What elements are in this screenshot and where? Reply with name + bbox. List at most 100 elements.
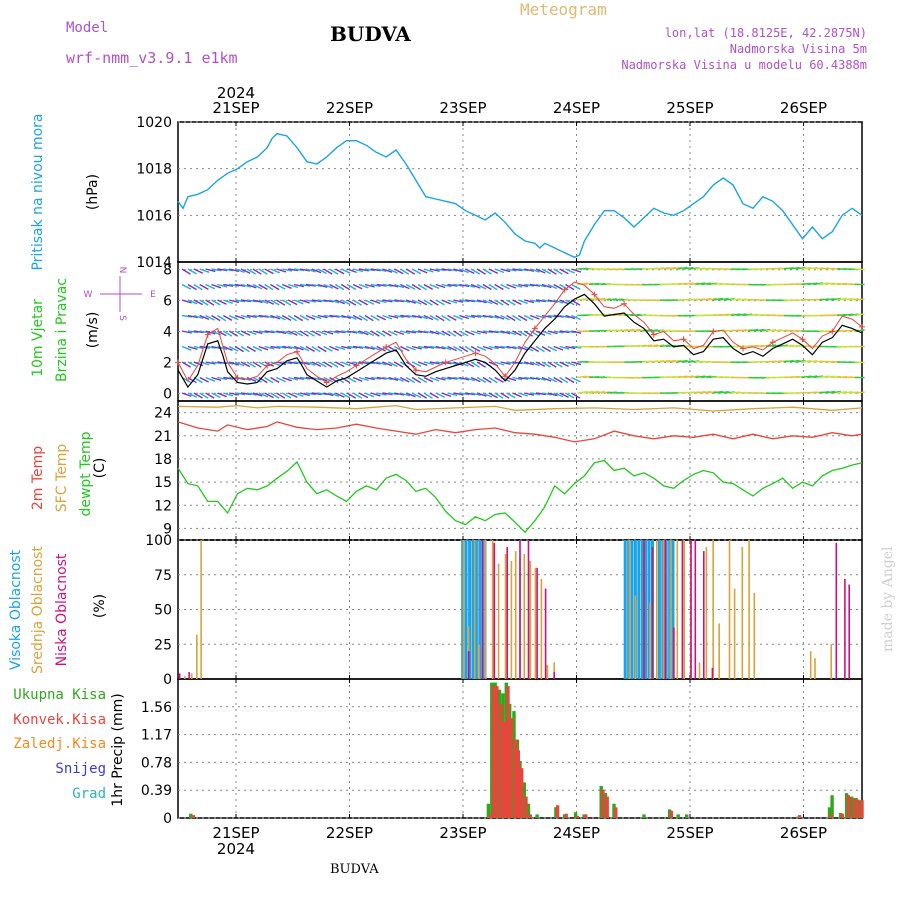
wind-arrow — [388, 299, 399, 303]
wind-arrow — [240, 345, 250, 353]
low_cloud-bar — [711, 667, 714, 679]
wind-arrow — [459, 314, 470, 320]
wind-arrow — [748, 328, 759, 332]
wind-arrow — [506, 345, 517, 350]
wind-arrow — [724, 313, 735, 317]
total_precip-bar — [612, 803, 616, 818]
wind-arrow — [352, 345, 364, 349]
convective-bar — [669, 810, 673, 818]
wind-arrow — [406, 314, 417, 318]
wind-arrow — [535, 299, 547, 303]
wind-axis-title: 10m Vjetar — [30, 299, 46, 377]
wind-arrow — [240, 361, 251, 368]
wind-arrow — [370, 283, 381, 287]
mid_cloud-bar — [733, 588, 736, 679]
mid_cloud-bar — [184, 676, 186, 679]
wind-arrow — [825, 375, 836, 379]
wind-arrow — [370, 299, 381, 305]
mid_cloud-bar — [753, 592, 756, 679]
mid_cloud-bar — [473, 540, 476, 679]
wind-arrow — [234, 268, 245, 273]
mid_cloud-bar — [741, 547, 744, 679]
wind-arrow — [305, 268, 316, 273]
wind-arrow — [470, 376, 481, 383]
wind-arrow — [352, 376, 363, 382]
wind-arrow — [819, 375, 830, 379]
wind-arrow — [417, 392, 427, 399]
wind-arrow — [518, 299, 528, 305]
convective-bar — [555, 805, 560, 818]
wind-arrow — [258, 314, 269, 318]
wind-arrow — [187, 345, 198, 350]
gust-marker — [650, 331, 657, 338]
dewpt-axis-title: dewpt Temp — [78, 431, 94, 516]
wind-arrow — [665, 266, 676, 270]
wind-arrow — [264, 299, 274, 305]
wind-arrow — [565, 376, 575, 384]
wind-arrow — [447, 283, 458, 287]
wind-arrow — [600, 298, 611, 301]
wind-arrow — [718, 313, 729, 317]
wind-arrow — [187, 361, 198, 368]
gust-marker — [175, 359, 181, 366]
mid_cloud-bar — [712, 540, 714, 679]
wind-arrow — [553, 330, 564, 334]
wind-arrow — [470, 299, 482, 303]
wind-arrow — [282, 345, 293, 349]
wind-arrow — [370, 314, 380, 322]
wind-arrow — [293, 345, 304, 351]
wind-arrow — [276, 299, 286, 306]
wind-arrow — [223, 299, 233, 304]
wind-arrow — [523, 330, 534, 337]
wind-arrow — [276, 314, 286, 321]
wind-arrow — [382, 268, 393, 273]
pressure-axis-title: Pritisak na nivou mora — [30, 113, 46, 270]
low_cloud-bar — [690, 540, 692, 679]
high_cloud-bar — [644, 540, 648, 679]
wind-arrow — [795, 359, 806, 363]
wind-arrow — [240, 299, 252, 303]
wind-arrow — [299, 299, 310, 304]
gust-marker — [293, 348, 300, 355]
gust-marker — [323, 379, 330, 386]
wind-arrow — [553, 392, 564, 398]
wind-arrow — [376, 299, 387, 304]
wind-arrow — [500, 314, 510, 321]
wind-arrow — [529, 283, 541, 287]
low_cloud-bar — [835, 542, 838, 679]
mid_cloud-bar — [491, 540, 494, 679]
wind-arrow — [535, 361, 546, 368]
wind-arrow — [288, 345, 299, 350]
wind-arrow — [217, 314, 227, 322]
wind-arrow — [211, 361, 222, 365]
wind-arrow — [323, 376, 333, 383]
wind-arrow — [807, 360, 818, 363]
wind-arrow — [659, 344, 670, 348]
wind-arrow — [577, 375, 588, 379]
wind-arrow — [588, 390, 600, 394]
wind-arrow — [193, 345, 204, 350]
wind-arrow — [258, 283, 268, 291]
high_cloud-bar — [471, 540, 475, 679]
wind-arrow — [583, 297, 594, 301]
date-tick-top: 25SEP — [666, 99, 713, 117]
wind-arrow — [264, 330, 275, 334]
temp2m-axis-title: 2m Temp — [30, 446, 46, 510]
station-title: BUDVA — [330, 22, 411, 46]
wind-arrow — [234, 345, 245, 353]
wind-arrow — [441, 268, 452, 272]
wind-arrow — [783, 359, 794, 363]
wind-arrow — [299, 392, 310, 397]
wind-arrow — [470, 330, 481, 335]
wind-arrow — [293, 376, 305, 380]
wind-arrow — [211, 345, 222, 350]
wind-arrow — [494, 314, 505, 320]
wind-arrow — [405, 283, 416, 290]
wind-arrow — [246, 283, 257, 289]
y-tick-label: 0 — [163, 672, 172, 688]
wind-arrow — [293, 392, 304, 397]
panel-pressure: 1014 1016 1018 1020 — [136, 115, 863, 271]
wind-arrow — [352, 299, 362, 306]
mid_cloud-bar — [634, 595, 637, 679]
wind-arrow — [464, 376, 475, 382]
